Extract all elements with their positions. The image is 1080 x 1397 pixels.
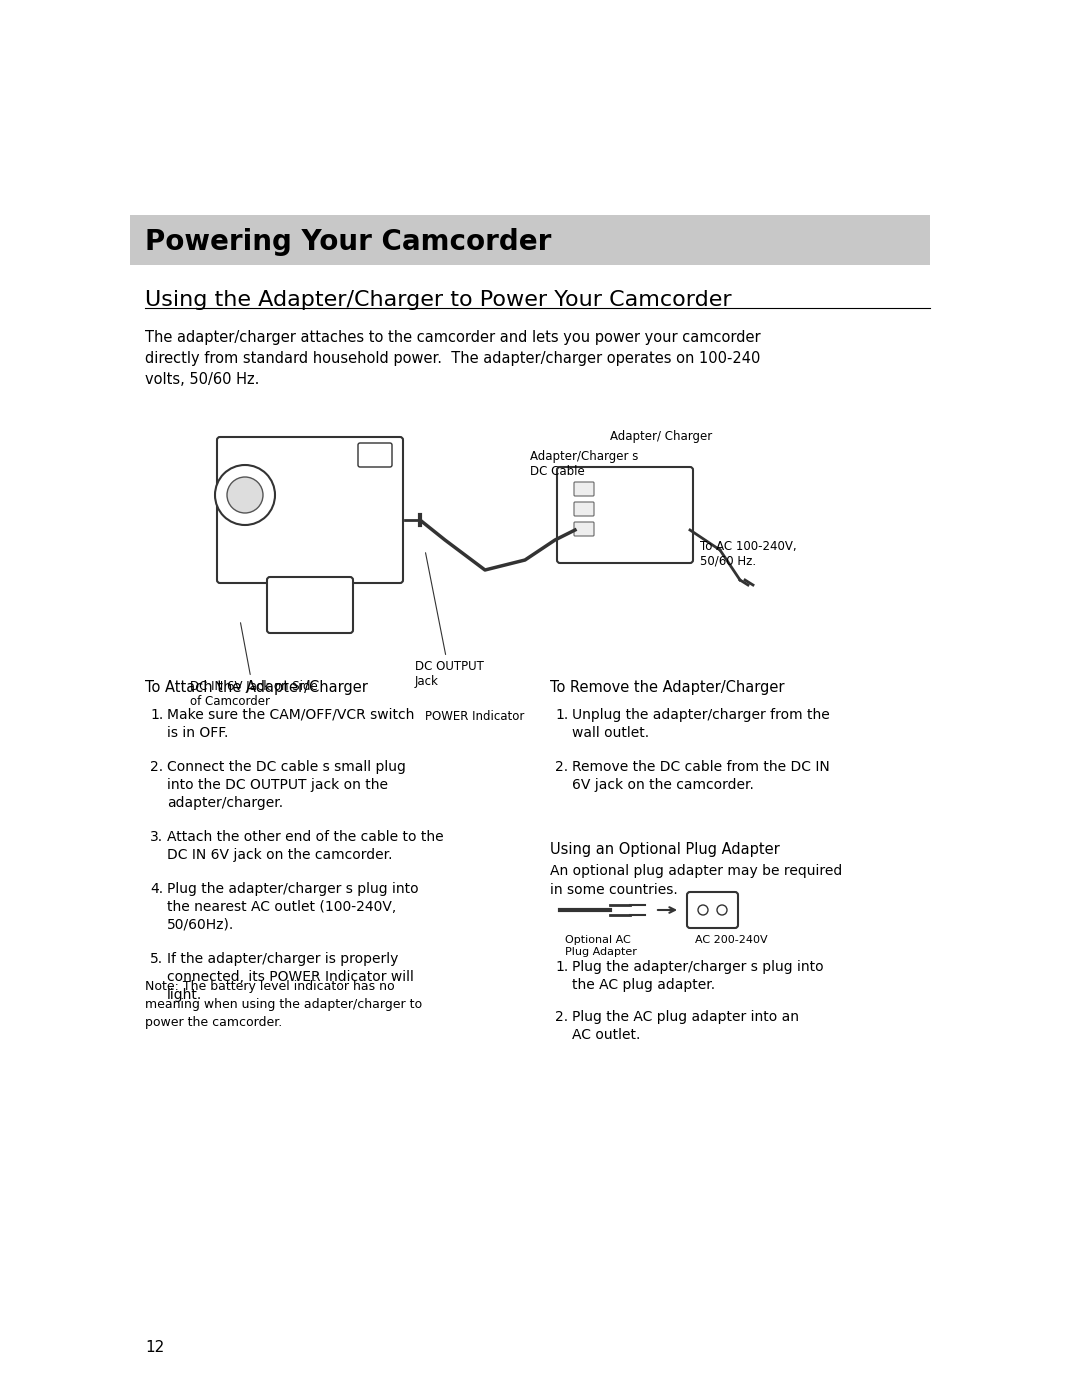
Text: Adapter/ Charger: Adapter/ Charger xyxy=(610,430,712,443)
Text: light.: light. xyxy=(167,988,202,1002)
Text: 12: 12 xyxy=(145,1340,164,1355)
Text: 6V jack on the camcorder.: 6V jack on the camcorder. xyxy=(572,778,754,792)
Text: 2.: 2. xyxy=(150,760,163,774)
FancyBboxPatch shape xyxy=(573,482,594,496)
Text: POWER Indicator: POWER Indicator xyxy=(426,710,525,724)
Text: Plug the AC plug adapter into an: Plug the AC plug adapter into an xyxy=(572,1010,799,1024)
Text: Adapter/Charger s
DC Cable: Adapter/Charger s DC Cable xyxy=(530,450,638,478)
FancyBboxPatch shape xyxy=(557,467,693,563)
Text: AC outlet.: AC outlet. xyxy=(572,1028,640,1042)
Text: If the adapter/charger is properly: If the adapter/charger is properly xyxy=(167,951,399,965)
Text: Unplug the adapter/charger from the: Unplug the adapter/charger from the xyxy=(572,708,829,722)
Text: 1.: 1. xyxy=(555,708,568,722)
Text: 1.: 1. xyxy=(150,708,163,722)
Text: The adapter/charger attaches to the camcorder and lets you power your camcorder
: The adapter/charger attaches to the camc… xyxy=(145,330,760,387)
Text: the nearest AC outlet (100-240V,: the nearest AC outlet (100-240V, xyxy=(167,900,396,914)
Text: An optional plug adapter may be required
in some countries.: An optional plug adapter may be required… xyxy=(550,863,842,897)
Text: To AC 100-240V,
50/60 Hz.: To AC 100-240V, 50/60 Hz. xyxy=(700,541,797,569)
Text: wall outlet.: wall outlet. xyxy=(572,726,649,740)
Text: 2.: 2. xyxy=(555,760,568,774)
Circle shape xyxy=(698,905,708,915)
Circle shape xyxy=(215,465,275,525)
Text: To Attach the Adapter/Charger: To Attach the Adapter/Charger xyxy=(145,680,368,694)
Text: 5.: 5. xyxy=(150,951,163,965)
Text: 2.: 2. xyxy=(555,1010,568,1024)
Text: 3.: 3. xyxy=(150,830,163,844)
Text: DC IN 6V jack on the camcorder.: DC IN 6V jack on the camcorder. xyxy=(167,848,392,862)
Text: Optional AC
Plug Adapter: Optional AC Plug Adapter xyxy=(565,935,637,957)
FancyBboxPatch shape xyxy=(267,577,353,633)
Text: into the DC OUTPUT jack on the: into the DC OUTPUT jack on the xyxy=(167,778,388,792)
Text: 4.: 4. xyxy=(150,882,163,895)
Circle shape xyxy=(227,476,264,513)
Text: Make sure the CAM/OFF/VCR switch: Make sure the CAM/OFF/VCR switch xyxy=(167,708,415,722)
Text: Note: The battery level indicator has no
meaning when using the adapter/charger : Note: The battery level indicator has no… xyxy=(145,981,422,1030)
Text: 1.: 1. xyxy=(555,960,568,974)
Text: Connect the DC cable s small plug: Connect the DC cable s small plug xyxy=(167,760,406,774)
FancyBboxPatch shape xyxy=(573,522,594,536)
Text: AC 200-240V: AC 200-240V xyxy=(696,935,768,944)
Circle shape xyxy=(717,905,727,915)
Text: adapter/charger.: adapter/charger. xyxy=(167,796,283,810)
FancyBboxPatch shape xyxy=(687,893,738,928)
FancyBboxPatch shape xyxy=(573,502,594,515)
Text: Powering Your Camcorder: Powering Your Camcorder xyxy=(145,228,552,256)
FancyBboxPatch shape xyxy=(357,443,392,467)
Text: 50/60Hz).: 50/60Hz). xyxy=(167,918,234,932)
Text: Attach the other end of the cable to the: Attach the other end of the cable to the xyxy=(167,830,444,844)
Text: Plug the adapter/charger s plug into: Plug the adapter/charger s plug into xyxy=(572,960,824,974)
Text: is in OFF.: is in OFF. xyxy=(167,726,228,740)
FancyBboxPatch shape xyxy=(217,437,403,583)
Text: Using an Optional Plug Adapter: Using an Optional Plug Adapter xyxy=(550,842,780,856)
Text: connected, its POWER Indicator will: connected, its POWER Indicator will xyxy=(167,970,414,983)
Text: To Remove the Adapter/Charger: To Remove the Adapter/Charger xyxy=(550,680,784,694)
Text: Using the Adapter/Charger to Power Your Camcorder: Using the Adapter/Charger to Power Your … xyxy=(145,291,731,310)
FancyBboxPatch shape xyxy=(130,215,930,265)
Text: the AC plug adapter.: the AC plug adapter. xyxy=(572,978,715,992)
Text: DC IN 6V Jack on Side
of Camcorder: DC IN 6V Jack on Side of Camcorder xyxy=(190,623,318,708)
Text: DC OUTPUT
Jack: DC OUTPUT Jack xyxy=(415,553,484,687)
Text: Remove the DC cable from the DC IN: Remove the DC cable from the DC IN xyxy=(572,760,829,774)
Text: Plug the adapter/charger s plug into: Plug the adapter/charger s plug into xyxy=(167,882,419,895)
